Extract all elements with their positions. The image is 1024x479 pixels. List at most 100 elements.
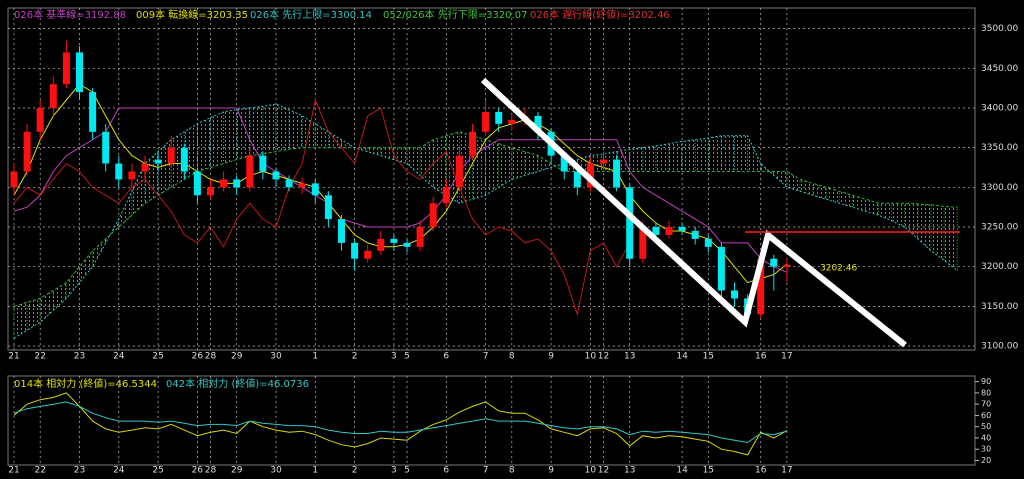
candle-body — [757, 258, 765, 315]
candle-body — [207, 187, 214, 196]
candle-body — [285, 179, 293, 188]
rsi-panel — [7, 375, 976, 466]
candle-body — [652, 227, 660, 235]
candle-body — [442, 187, 450, 204]
legend-entry: 026本 先行上限=3300.14 — [250, 8, 372, 21]
candle-body — [220, 179, 228, 188]
x-tick-label: 22 — [34, 352, 45, 362]
candle-body — [102, 131, 110, 164]
legend-entry: 009本 転換線=3203.35 — [136, 8, 248, 21]
x-tick-label: 28 — [205, 352, 217, 362]
candle-body — [49, 84, 57, 108]
candle-body — [298, 183, 306, 188]
candle-body — [678, 227, 686, 231]
x-tick-label: 29 — [231, 466, 243, 476]
x-tick-label: 2 — [352, 466, 358, 476]
indicator-line — [13, 83, 788, 284]
candle-body — [351, 242, 359, 259]
candle-body — [128, 171, 136, 180]
candle-body — [10, 171, 18, 188]
x-tick-label: 9 — [548, 352, 554, 362]
y-tick-label: 3500.00 — [981, 24, 1018, 34]
y-tick-label: 3300.00 — [981, 183, 1018, 193]
main-panel — [7, 7, 976, 351]
indicator-line — [13, 392, 788, 456]
x-tick-label: 8 — [509, 466, 515, 476]
x-tick-label: 30 — [270, 466, 282, 476]
x-tick-label: 26 — [192, 352, 204, 362]
candle-body — [89, 92, 97, 132]
candle-body — [76, 52, 83, 93]
candle-body — [246, 155, 254, 188]
candle-body — [403, 242, 411, 247]
candle-body — [455, 155, 463, 188]
trend-annotation — [480, 77, 907, 348]
x-tick-label: 26 — [192, 466, 204, 476]
candle-body — [482, 111, 490, 132]
x-tick-label: 17 — [781, 352, 792, 362]
y-tick-label: 80 — [981, 388, 991, 397]
x-tick-label: 25 — [152, 466, 163, 476]
x-tick-label: 7 — [483, 466, 489, 476]
y-tick-label: 30 — [981, 445, 991, 454]
x-tick-label: 12 — [598, 352, 609, 362]
y-tick-label: 40 — [981, 433, 991, 442]
candle-body — [717, 246, 725, 291]
x-tick-label: 24 — [113, 352, 125, 362]
candle-body — [691, 230, 699, 239]
y-tick-label: 3100.00 — [981, 342, 1018, 352]
y-tick-label: 3450.00 — [981, 64, 1018, 74]
price-label: 3202.46 — [820, 264, 857, 274]
x-tick-label: 16 — [755, 466, 767, 476]
indicator-line — [13, 401, 788, 444]
y-tick-label: 3150.00 — [981, 302, 1018, 312]
x-tick-label: 3 — [391, 466, 397, 476]
candle-body — [377, 238, 385, 251]
y-tick-label: 3250.00 — [981, 223, 1018, 233]
candle-body — [626, 187, 634, 259]
plot-layer: 21 22 23 24 25 26 28 29 30 1 2 3 5 6 7 8 9 10 12 13 14 15 16 17… — [8, 8, 1018, 476]
legend-entry: 014本 相対力 (終値)=46.5344 — [14, 377, 157, 390]
x-tick-label: 5 — [404, 466, 410, 476]
candle-body — [534, 115, 542, 132]
x-tick-label: 22 — [34, 466, 45, 476]
x-tick-label: 24 — [113, 466, 125, 476]
legend-entry: 026本 遅行線(終値)=3202.46 — [530, 8, 670, 21]
y-tick-label: 3200.00 — [981, 262, 1018, 272]
x-tick-label: 7 — [483, 352, 489, 362]
candle-body — [731, 290, 738, 299]
x-tick-label: 3 — [391, 352, 397, 362]
x-tick-label: 8 — [509, 352, 515, 362]
candle-body — [167, 147, 175, 164]
x-tick-label: 14 — [676, 466, 688, 476]
x-tick-label: 30 — [270, 352, 282, 362]
x-tick-label: 12 — [598, 466, 609, 476]
candle-body — [600, 159, 607, 164]
candle-body — [36, 107, 44, 132]
candle-body — [429, 203, 437, 228]
x-tick-label: 6 — [443, 352, 449, 362]
candle-body — [613, 159, 621, 188]
y-tick-label: 60 — [981, 411, 991, 420]
candle-body — [23, 131, 31, 172]
indicator-line — [13, 103, 958, 339]
x-tick-label: 25 — [152, 352, 163, 362]
legend-entry: 042本 相対力 (終値)=46.0736 — [166, 377, 309, 390]
x-tick-label: 13 — [624, 352, 635, 362]
x-tick-label: 16 — [755, 352, 767, 362]
indicator-line — [13, 98, 631, 317]
x-tick-label: 21 — [8, 352, 19, 362]
candle-body — [573, 171, 581, 188]
x-tick-label: 29 — [231, 352, 243, 362]
candle-body — [141, 163, 149, 172]
indicator-line — [13, 107, 788, 273]
legend-entry: 052/026本 先行下限=3320.07 — [383, 8, 527, 21]
x-tick-label: 21 — [8, 466, 19, 476]
cloud-fill — [14, 104, 958, 339]
x-tick-label: 23 — [74, 466, 85, 476]
candle-body — [469, 131, 476, 156]
x-tick-label: 2 — [352, 352, 358, 362]
candle-body — [180, 147, 188, 172]
x-tick-label: 6 — [443, 466, 449, 476]
